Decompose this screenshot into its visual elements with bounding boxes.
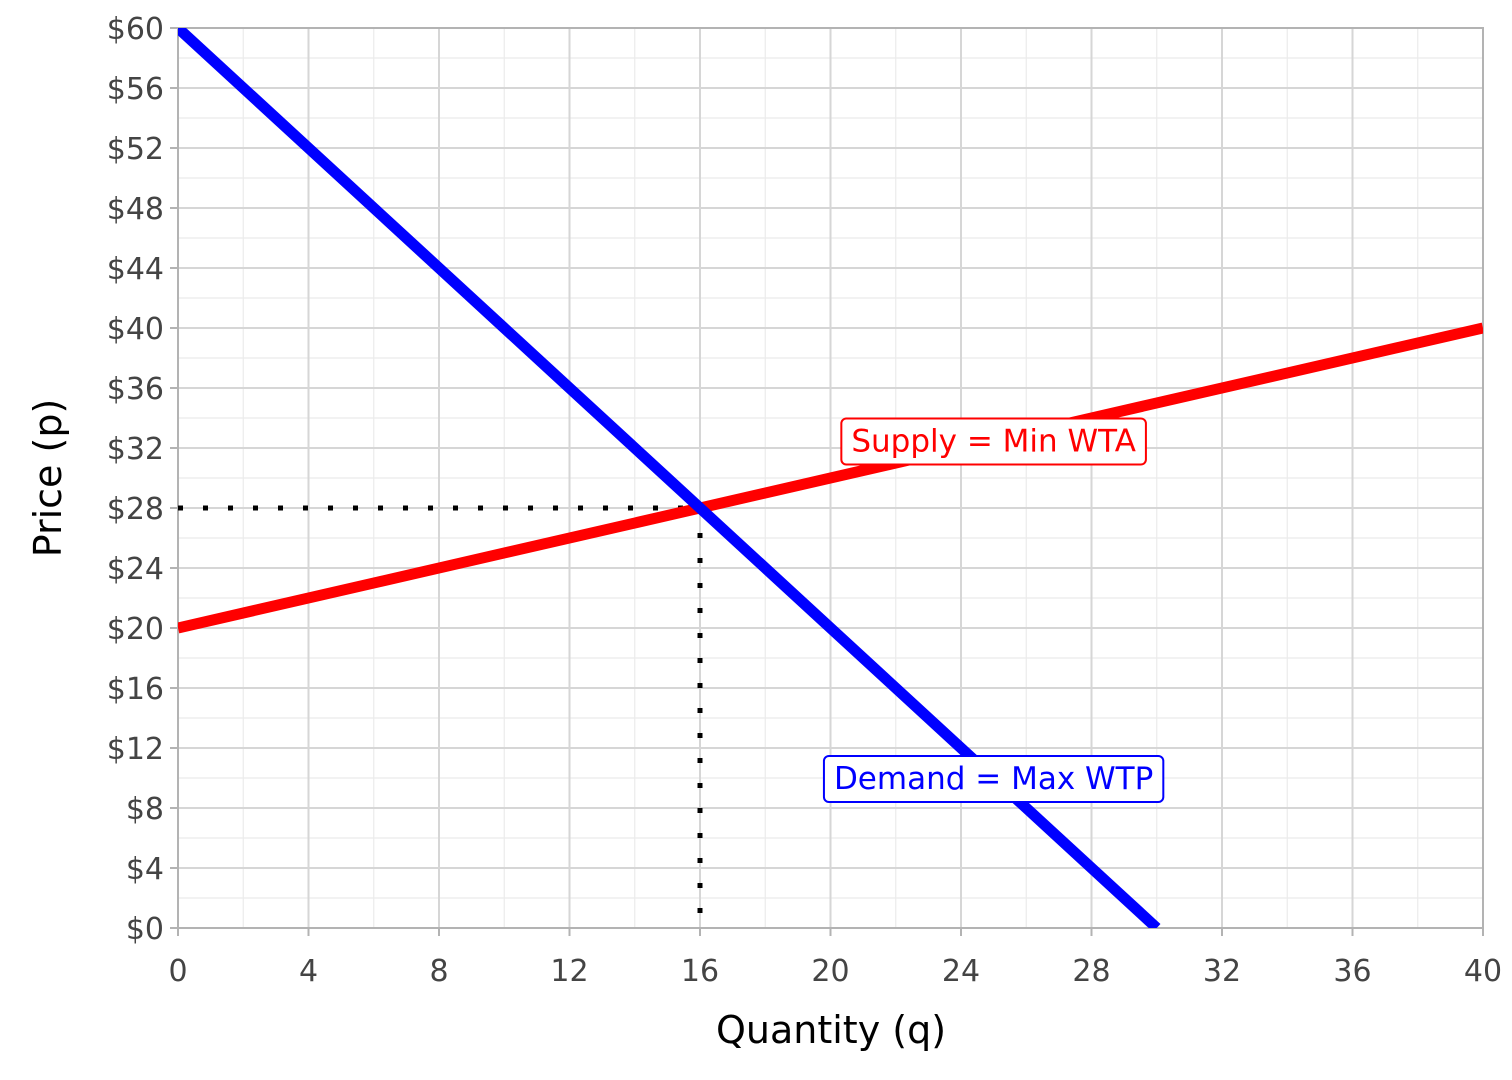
y-tick-label: $40 — [107, 312, 164, 347]
x-tick-label: 8 — [429, 954, 448, 989]
y-tick-label: $8 — [126, 792, 164, 827]
y-tick-label: $20 — [107, 612, 164, 647]
supply-line — [178, 322, 1483, 634]
y-tick-label: $32 — [107, 432, 164, 467]
x-tick-label: 20 — [811, 954, 849, 989]
x-tick-label: 12 — [550, 954, 588, 989]
y-tick-label: $36 — [107, 372, 164, 407]
y-tick-label: $60 — [107, 12, 164, 47]
x-tick-label: 24 — [942, 954, 980, 989]
annotation-text: Demand = Max WTP — [834, 761, 1153, 797]
y-tick-label: $12 — [107, 732, 164, 767]
y-tick-label: $24 — [107, 552, 164, 587]
annotation-box — [840, 417, 1147, 466]
x-tick-label: 4 — [299, 954, 318, 989]
x-tick-label: 40 — [1464, 954, 1502, 989]
panel-border — [177, 27, 1484, 929]
x-tick-label: 16 — [681, 954, 719, 989]
annotations: Supply = Min WTA Demand = Max WTP — [822, 417, 1165, 803]
x-tick-label: 28 — [1072, 954, 1110, 989]
x-tick-label: 32 — [1203, 954, 1241, 989]
annotation-text: Supply = Min WTA — [851, 424, 1136, 460]
demand-label: Demand = Max WTP — [822, 755, 1165, 803]
annotation-box — [822, 755, 1165, 803]
y-tick-label: $4 — [126, 852, 164, 887]
y-tick-label: $44 — [107, 252, 164, 287]
supply-label: Supply = Min WTA — [840, 417, 1147, 466]
y-tick-label: $56 — [107, 72, 164, 107]
y-axis-title: Price (p) — [26, 399, 70, 558]
x-tick-label: 0 — [168, 954, 187, 989]
x-tick-label: 36 — [1333, 954, 1371, 989]
y-tick-label: $16 — [107, 672, 164, 707]
tick-labels: 0 4 8 12 16 20 24 28 32 36 40 $0 $4 $8 $12 $16 $20 $24 $28… — [107, 12, 1502, 989]
x-axis-title: Quantity (q) — [716, 1008, 946, 1052]
axes — [170, 27, 1484, 936]
y-tick-label: $0 — [126, 912, 164, 947]
y-tick-label: $28 — [107, 492, 164, 527]
equilibrium-guides — [178, 505, 703, 928]
y-tick-label: $48 — [107, 192, 164, 227]
y-tick-label: $52 — [107, 132, 164, 167]
